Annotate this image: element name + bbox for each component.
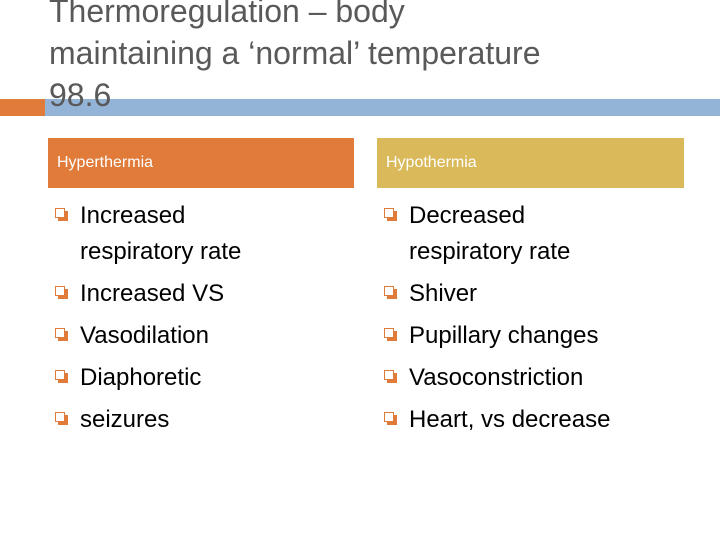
hypothermia-header-label: Hypothermia bbox=[386, 154, 477, 171]
list-item-text: Vasoconstriction bbox=[409, 364, 584, 391]
square-bullet-icon bbox=[384, 412, 397, 425]
square-bullet-icon bbox=[55, 208, 68, 221]
title-rule-blue bbox=[45, 99, 720, 116]
hyperthermia-header-label: Hyperthermia bbox=[57, 154, 154, 171]
square-bullet-icon bbox=[55, 286, 68, 299]
square-bullet-icon bbox=[384, 328, 397, 341]
list-item: Shiver bbox=[384, 276, 704, 312]
list-item: Vasoconstriction bbox=[384, 360, 704, 396]
list-item-text: Increased bbox=[80, 202, 186, 229]
list-item-text: Increased VS bbox=[80, 280, 225, 307]
list-item-text: seizures bbox=[80, 406, 170, 433]
title-rule-orange bbox=[0, 99, 45, 116]
list-item-text: Diaphoretic bbox=[80, 364, 202, 391]
list-item: Diaphoretic bbox=[55, 360, 355, 396]
hypothermia-list: Decreased respiratory rate Shiver Pupill… bbox=[384, 198, 704, 444]
list-item: Vasodilation bbox=[55, 318, 355, 354]
hyperthermia-list: Increased respiratory rate Increased VS … bbox=[55, 198, 355, 444]
square-bullet-icon bbox=[55, 412, 68, 425]
list-item-text: Heart, vs decrease bbox=[409, 406, 611, 433]
slide-title: Thermoregulation – body maintaining a ‘n… bbox=[49, 0, 709, 116]
square-bullet-icon bbox=[384, 208, 397, 221]
hyperthermia-header: Hyperthermia bbox=[48, 138, 354, 188]
list-item: Increased respiratory rate bbox=[55, 198, 355, 270]
list-item-text: Pupillary changes bbox=[409, 322, 599, 349]
slide-title-line-2: maintaining a ‘normal’ temperature bbox=[49, 35, 541, 71]
list-item-text: respiratory rate bbox=[80, 238, 242, 265]
square-bullet-icon bbox=[384, 286, 397, 299]
slide-title-line-1: Thermoregulation – body bbox=[49, 0, 405, 29]
square-bullet-icon bbox=[55, 328, 68, 341]
list-item: seizures bbox=[55, 402, 355, 438]
list-item: Heart, vs decrease bbox=[384, 402, 704, 438]
square-bullet-icon bbox=[55, 370, 68, 383]
list-item-text: Shiver bbox=[409, 280, 478, 307]
list-item: Pupillary changes bbox=[384, 318, 704, 354]
square-bullet-icon bbox=[384, 370, 397, 383]
hypothermia-header: Hypothermia bbox=[377, 138, 684, 188]
list-item-text: respiratory rate bbox=[409, 238, 571, 265]
list-item: Decreased respiratory rate bbox=[384, 198, 704, 270]
list-item-text: Decreased bbox=[409, 202, 526, 229]
slide-title-line-3: 98.6 bbox=[49, 77, 112, 113]
list-item-text: Vasodilation bbox=[80, 322, 209, 349]
list-item: Increased VS bbox=[55, 276, 355, 312]
